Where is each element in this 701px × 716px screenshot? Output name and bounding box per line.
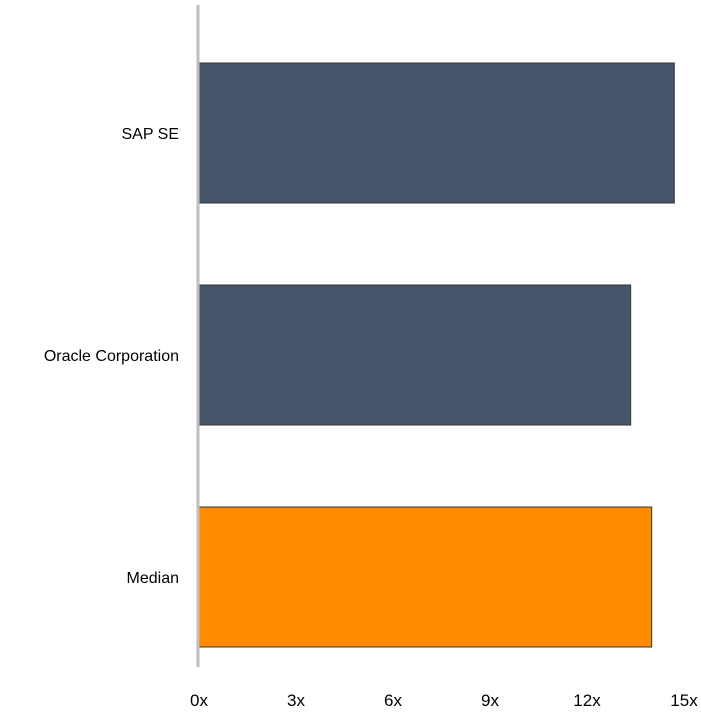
x-tick-label: 15x [670,691,698,710]
bar-median [198,506,653,648]
bar-oracle-corporation [198,284,632,426]
x-tick-labels: 0x 3x 6x 9x 12x 15x [190,691,698,710]
category-label: Median [127,570,179,587]
x-tick-label: 0x [190,691,208,710]
category-labels: SAP SE Oracle Corporation Median [44,126,179,587]
bar-sap-se [198,62,675,204]
x-tick-label: 6x [384,691,402,710]
x-tick-label: 12x [573,691,601,710]
x-tick-label: 9x [481,691,499,710]
category-label: Oracle Corporation [44,348,179,365]
x-tick-label: 3x [287,691,305,710]
bars-group [198,62,675,648]
category-label: SAP SE [121,126,179,143]
